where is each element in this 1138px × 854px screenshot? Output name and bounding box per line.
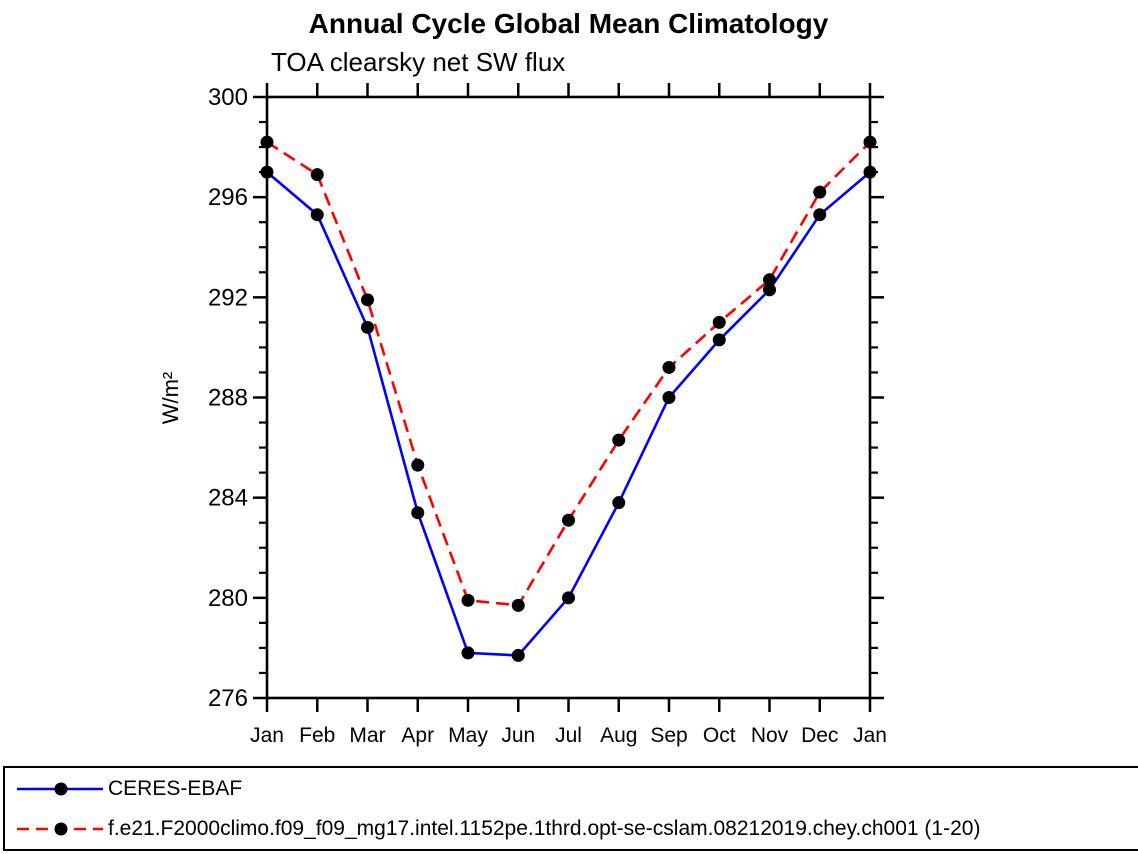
chart-title: Annual Cycle Global Mean Climatology bbox=[308, 8, 829, 39]
data-point-marker-1 bbox=[411, 458, 425, 472]
legend-item-model-run: f.e21.F2000climo.f09_f09_mg17.intel.1152… bbox=[13, 809, 1138, 849]
data-point-marker-0 bbox=[863, 165, 877, 179]
data-point-marker-1 bbox=[310, 168, 324, 182]
y-tick-label: 292 bbox=[208, 284, 248, 311]
data-point-marker-1 bbox=[763, 273, 776, 287]
data-point-marker-1 bbox=[712, 315, 726, 329]
legend: CERES-EBAF f.e21.F2000climo.f09_f09_mg17… bbox=[3, 766, 1138, 851]
legend-item-ceres-ebaf: CERES-EBAF bbox=[13, 769, 1138, 809]
data-point-marker-0 bbox=[361, 320, 374, 334]
data-point-marker-0 bbox=[813, 208, 827, 222]
data-point-marker-1 bbox=[562, 513, 575, 527]
data-point-marker-0 bbox=[511, 648, 525, 662]
chart-plot-area: 276 280 284 288 292 296 300 Jan Feb Mar Apr May Jun J… bbox=[208, 83, 887, 747]
data-point-marker-1 bbox=[863, 135, 877, 149]
legend-marker bbox=[54, 782, 68, 795]
series-line-0 bbox=[266, 171, 871, 657]
data-point-marker-0 bbox=[562, 591, 575, 605]
legend-line-sample-ceres-ebaf bbox=[17, 782, 103, 795]
data-point-marker-0 bbox=[662, 391, 676, 404]
y-tick-label: 296 bbox=[208, 184, 248, 211]
data-point-marker-1 bbox=[461, 593, 475, 607]
data-point-marker-0 bbox=[411, 506, 425, 520]
x-tick-label: Feb bbox=[299, 724, 335, 747]
y-tick-label: 300 bbox=[208, 84, 248, 111]
x-tick-label: Mar bbox=[349, 724, 385, 747]
plot-frame bbox=[265, 95, 872, 700]
chart-subtitle: TOA clearsky net SW flux bbox=[271, 47, 566, 77]
x-tick-label: Jan bbox=[250, 724, 284, 747]
data-point-marker-1 bbox=[511, 598, 525, 612]
data-point-marker-0 bbox=[461, 646, 475, 660]
data-point-marker-0 bbox=[712, 333, 726, 347]
data-point-marker-1 bbox=[260, 135, 274, 149]
legend-line-sample-model-run bbox=[17, 822, 103, 835]
x-tick-label: May bbox=[448, 724, 488, 747]
x-tick-label: Sep bbox=[650, 724, 687, 747]
data-point-marker-0 bbox=[612, 496, 626, 510]
data-point-marker-0 bbox=[763, 283, 776, 297]
data-point-marker-1 bbox=[662, 360, 676, 374]
x-tick-label: Jun bbox=[501, 724, 535, 747]
x-tick-label: Dec bbox=[801, 724, 838, 747]
x-tick-label: Aug bbox=[600, 724, 637, 747]
data-point-marker-1 bbox=[813, 185, 827, 199]
x-tick-label: Oct bbox=[703, 724, 736, 747]
y-tick-label: 284 bbox=[208, 485, 248, 512]
y-tick-label: 288 bbox=[208, 385, 248, 412]
data-point-marker-1 bbox=[361, 293, 374, 307]
x-tick-label: Jan bbox=[853, 724, 887, 747]
x-tick-label: Nov bbox=[751, 724, 789, 747]
series-line-1 bbox=[266, 141, 871, 607]
x-tick-label: Apr bbox=[401, 724, 434, 747]
legend-label-model-run: f.e21.F2000climo.f09_f09_mg17.intel.1152… bbox=[108, 816, 981, 840]
data-point-marker-0 bbox=[260, 165, 274, 179]
y-tick-label: 280 bbox=[208, 585, 248, 612]
data-point-marker-1 bbox=[612, 433, 626, 447]
x-tick-label: Jul bbox=[555, 724, 582, 747]
y-tick-label: 276 bbox=[208, 685, 248, 712]
legend-marker bbox=[54, 822, 68, 835]
data-point-marker-0 bbox=[310, 208, 324, 222]
legend-label-ceres-ebaf: CERES-EBAF bbox=[108, 776, 243, 800]
